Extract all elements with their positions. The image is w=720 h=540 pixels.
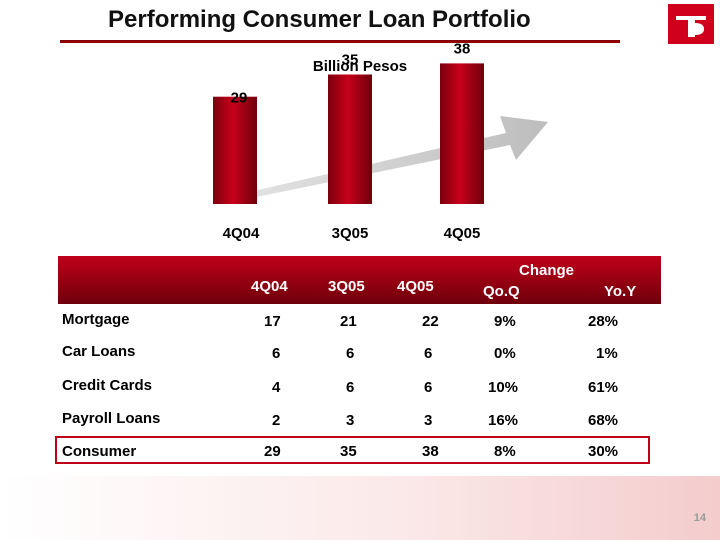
cell-credit-cards-4q04: 4 — [272, 379, 281, 396]
row-label-payroll-loans: Payroll Loans — [62, 410, 161, 427]
cell-consumer-yoy: 30% — [588, 443, 619, 460]
cell-mortgage-4q04: 17 — [264, 313, 281, 330]
bar-4q04 — [213, 96, 257, 204]
cell-consumer-4q05: 38 — [422, 443, 439, 460]
row-label-consumer: Consumer — [62, 443, 137, 460]
cell-credit-cards-qoq: 10% — [488, 379, 519, 396]
cell-consumer-qoq: 8% — [494, 443, 516, 460]
page-number: 14 — [693, 512, 706, 524]
cell-consumer-3q05: 35 — [340, 443, 357, 460]
header-3q05: 3Q05 — [328, 278, 365, 295]
cell-mortgage-4q05: 22 — [422, 313, 439, 330]
header-change: Change — [519, 262, 575, 279]
trend-arrow — [214, 116, 548, 204]
cell-mortgage-qoq: 9% — [494, 313, 516, 330]
bank-logo-icon — [668, 4, 714, 44]
header-qoq: Qo.Q — [483, 283, 520, 300]
value-label-4q04: 29 — [231, 90, 248, 107]
cell-payroll-loans-4q05: 3 — [424, 412, 433, 429]
cell-car-loans-4q04: 6 — [272, 345, 281, 362]
category-label-4q04: 4Q04 — [223, 225, 260, 242]
chart-subtitle: Billion Pesos — [312, 58, 408, 75]
cell-credit-cards-yoy: 61% — [588, 379, 619, 396]
cell-car-loans-3q05: 6 — [346, 345, 355, 362]
table-header: 4Q04 3Q05 4Q05 Change Qo.Q Yo.Y — [58, 256, 661, 304]
header-4q04: 4Q04 — [251, 278, 288, 295]
cell-payroll-loans-3q05: 3 — [346, 412, 355, 429]
cell-car-loans-4q05: 6 — [424, 345, 433, 362]
header-4q05: 4Q05 — [397, 278, 434, 295]
cell-car-loans-qoq: 0% — [494, 345, 516, 362]
row-label-car-loans: Car Loans — [62, 343, 136, 360]
cell-mortgage-3q05: 21 — [340, 313, 357, 330]
footer-gradient-bar — [0, 476, 720, 540]
category-label-4q05: 4Q05 — [444, 225, 481, 242]
cell-payroll-loans-4q04: 2 — [272, 412, 281, 429]
bar-4q05 — [440, 63, 484, 205]
cell-mortgage-yoy: 28% — [588, 313, 619, 330]
category-label-3q05: 3Q05 — [332, 225, 369, 242]
cell-payroll-loans-qoq: 16% — [488, 412, 519, 429]
cell-credit-cards-3q05: 6 — [346, 379, 355, 396]
title-underline — [60, 40, 620, 43]
page-title: Performing Consumer Loan Portfolio — [108, 6, 531, 33]
header-yoy: Yo.Y — [604, 283, 637, 300]
row-label-credit-cards: Credit Cards — [62, 377, 153, 394]
cell-consumer-4q04: 29 — [264, 443, 281, 460]
row-label-mortgage: Mortgage — [62, 311, 130, 328]
consumer-total-highlight — [55, 436, 650, 464]
cell-credit-cards-4q05: 6 — [424, 379, 433, 396]
cell-payroll-loans-yoy: 68% — [588, 412, 619, 429]
bar-3q05 — [328, 74, 372, 204]
cell-car-loans-yoy: 1% — [596, 345, 618, 362]
